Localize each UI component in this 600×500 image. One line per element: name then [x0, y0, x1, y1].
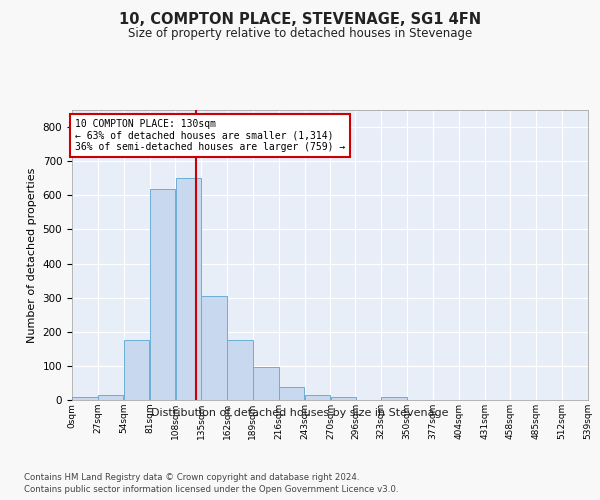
Text: Contains public sector information licensed under the Open Government Licence v3: Contains public sector information licen…: [24, 485, 398, 494]
Bar: [98, 395, 124, 400]
Bar: [124, 340, 149, 400]
Y-axis label: Number of detached properties: Number of detached properties: [27, 168, 37, 342]
Text: 10, COMPTON PLACE, STEVENAGE, SG1 4FN: 10, COMPTON PLACE, STEVENAGE, SG1 4FN: [119, 12, 481, 28]
Bar: [279, 387, 304, 400]
Text: Distribution of detached houses by size in Stevenage: Distribution of detached houses by size …: [151, 408, 449, 418]
Bar: [202, 296, 227, 400]
Bar: [150, 190, 175, 400]
Bar: [382, 398, 407, 400]
Bar: [176, 178, 201, 400]
Bar: [227, 340, 253, 400]
Bar: [305, 395, 330, 400]
Bar: [253, 367, 278, 400]
Text: Size of property relative to detached houses in Stevenage: Size of property relative to detached ho…: [128, 28, 472, 40]
Bar: [331, 396, 356, 400]
Bar: [72, 398, 98, 400]
Text: Contains HM Land Registry data © Crown copyright and database right 2024.: Contains HM Land Registry data © Crown c…: [24, 472, 359, 482]
Text: 10 COMPTON PLACE: 130sqm
← 63% of detached houses are smaller (1,314)
36% of sem: 10 COMPTON PLACE: 130sqm ← 63% of detach…: [75, 118, 345, 152]
